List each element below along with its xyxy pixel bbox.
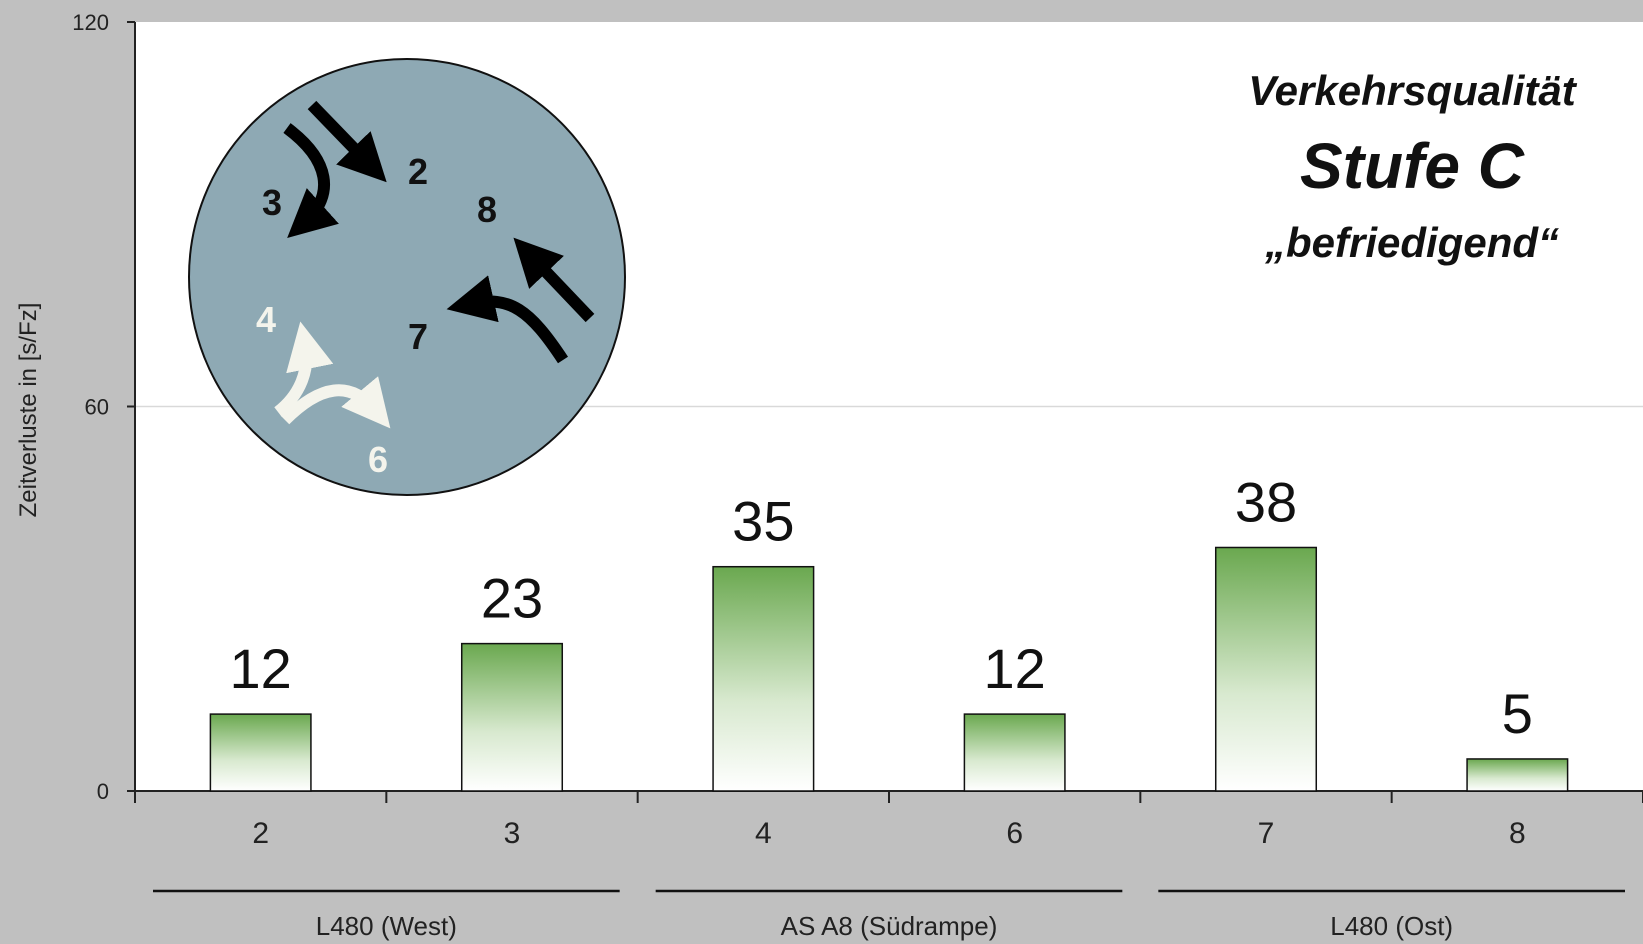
stream-label-4: 4 xyxy=(256,299,276,340)
bar-6 xyxy=(963,713,1066,792)
group-label-0: L480 (West) xyxy=(316,911,457,941)
annotation-line-2: Stufe C xyxy=(1300,130,1525,202)
x-tick-label-7: 7 xyxy=(1258,817,1275,850)
stream-2-arrow xyxy=(307,100,387,183)
group-label-1: AS A8 (Südrampe) xyxy=(781,911,998,941)
stream-8-arrow xyxy=(513,237,595,323)
y-ticks: 0 60 120 xyxy=(72,10,135,804)
x-tick-label-2: 2 xyxy=(252,817,269,850)
bar-7 xyxy=(1214,546,1318,792)
x-tick-label-4: 4 xyxy=(755,817,772,850)
stream-3-arrow xyxy=(283,123,339,239)
stream-label-7: 7 xyxy=(408,316,428,357)
bar-4 xyxy=(712,565,815,792)
annotation-line-1: Verkehrsqualität xyxy=(1248,67,1578,114)
y-tick-label: 120 xyxy=(72,10,109,35)
data-label-3: 23 xyxy=(481,567,543,630)
bar-8 xyxy=(1466,758,1569,792)
data-label-7: 38 xyxy=(1235,470,1297,533)
group-label-2: L480 (Ost) xyxy=(1330,911,1453,941)
data-label-2: 12 xyxy=(230,637,292,700)
x-tick-label-6: 6 xyxy=(1006,817,1023,850)
bar-2 xyxy=(209,713,312,792)
stream-7-arrow xyxy=(446,275,569,364)
annotation-line-3: „befriedigend“ xyxy=(1264,219,1559,266)
x-tick-label-8: 8 xyxy=(1509,817,1526,850)
y-axis-label: Zeitverluste in [s/Fz] xyxy=(15,303,42,518)
y-tick-label: 0 xyxy=(97,779,109,804)
x-ticks: 2 3 4 6 7 8 xyxy=(134,791,1643,850)
stream-label-2: 2 xyxy=(408,151,428,192)
y-tick-label: 60 xyxy=(85,395,109,420)
bars: 12 23 35 12 38 5 xyxy=(209,470,1569,792)
stream-6-arrow xyxy=(280,376,391,429)
data-label-8: 5 xyxy=(1502,682,1533,745)
data-label-6: 12 xyxy=(984,637,1046,700)
inset-circle xyxy=(188,58,626,496)
category-groups: L480 (West) AS A8 (Südrampe) L480 (Ost) xyxy=(153,889,1625,941)
x-tick-label-3: 3 xyxy=(504,817,521,850)
stream-4-arrow xyxy=(274,321,334,417)
bar-3 xyxy=(460,642,564,792)
movement-inset: 2 3 8 7 4 6 xyxy=(188,58,626,496)
data-label-4: 35 xyxy=(732,490,794,553)
stream-label-3: 3 xyxy=(262,182,282,223)
stream-label-8: 8 xyxy=(477,189,497,230)
stream-label-6: 6 xyxy=(368,439,388,480)
quality-annotation: Verkehrsqualität Stufe C „befriedigend“ xyxy=(1248,67,1578,266)
